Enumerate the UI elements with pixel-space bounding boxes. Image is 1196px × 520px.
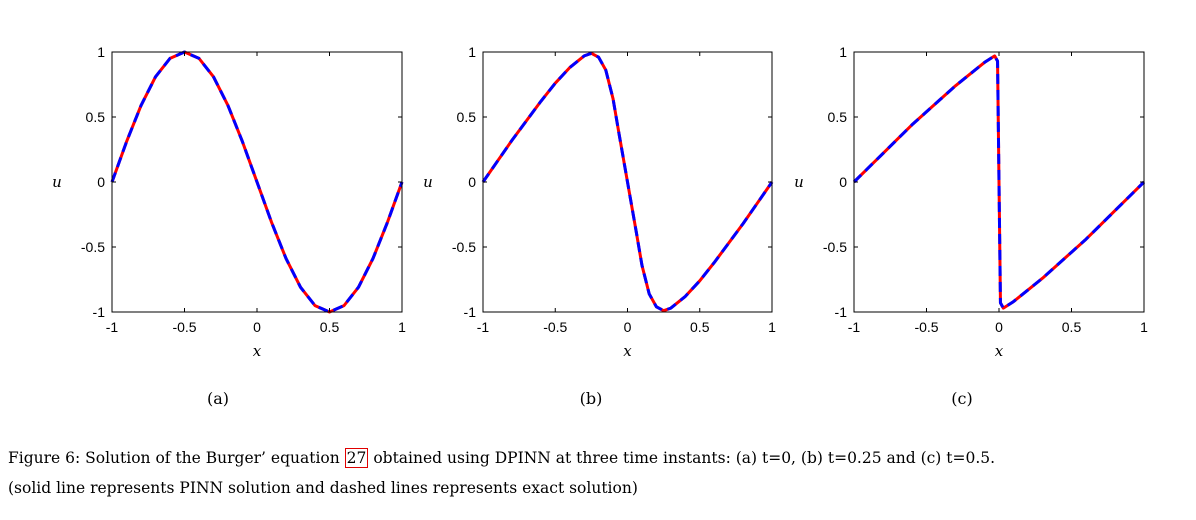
x-tick-label: 0.5 [320, 319, 340, 335]
chart-panel-2: -1 -0.5 0 0.5 1 1 0.5 0 -0.5 -1 x u (b) [423, 44, 776, 408]
y-tick-label: 0.5 [828, 109, 848, 125]
subfigure-label: (c) [951, 389, 972, 408]
y-tick-label: -1 [93, 304, 106, 320]
x-tick-label: 0 [624, 319, 632, 335]
x-tick-label: 0.5 [690, 319, 710, 335]
subfigure-label: (a) [207, 389, 229, 408]
y-axis-label: u [794, 173, 804, 191]
y-tick-label: 0 [839, 174, 847, 190]
subfigure-label: (b) [580, 389, 603, 408]
x-tick-label: 1 [398, 319, 406, 335]
y-tick-label: -0.5 [823, 239, 847, 255]
x-axis-label: x [623, 342, 632, 360]
x-tick-label: 0.5 [1062, 319, 1082, 335]
y-tick-label: 0.5 [86, 109, 106, 125]
exact-solution-line-3 [852, 54, 1146, 310]
x-tick-label: -0.5 [914, 319, 938, 335]
x-tick-label: 0 [253, 319, 261, 335]
y-tick-label: 1 [839, 44, 847, 60]
x-tick-label: -1 [477, 319, 490, 335]
y-tick-label: 0 [468, 174, 476, 190]
y-axis-label: u [52, 173, 62, 191]
y-tick-label: 0 [97, 174, 105, 190]
caption-line-2: (solid line represents PINN solution and… [8, 479, 638, 497]
caption-prefix: Figure 6: Solution of the Burger’ equati… [8, 449, 345, 467]
x-axis-label: x [253, 342, 262, 360]
equation-reference-link[interactable]: 27 [344, 448, 369, 468]
y-tick-label: -1 [464, 304, 477, 320]
figure-caption: Figure 6: Solution of the Burger’ equati… [8, 443, 1193, 503]
exact-solution-line-1 [110, 50, 404, 314]
caption-line-1: Figure 6: Solution of the Burger’ equati… [8, 443, 1193, 473]
x-tick-label: 1 [1140, 319, 1148, 335]
x-tick-label: 1 [768, 319, 776, 335]
x-tick-label: -1 [106, 319, 119, 335]
x-tick-label: 0 [995, 319, 1003, 335]
x-tick-label: -1 [848, 319, 861, 335]
y-tick-label: -1 [835, 304, 848, 320]
x-tick-label: -0.5 [543, 319, 567, 335]
x-tick-label: -0.5 [172, 319, 196, 335]
exact-solution-line-2 [481, 51, 774, 313]
y-tick-label: 1 [468, 44, 476, 60]
y-tick-label: 1 [97, 44, 105, 60]
chart-panel-3: -1 -0.5 0 0.5 1 1 0.5 0 -0.5 -1 x u (c) [794, 44, 1148, 408]
y-tick-label: -0.5 [452, 239, 476, 255]
x-axis-label: x [995, 342, 1004, 360]
y-tick-label: 0.5 [457, 109, 477, 125]
figure-panels: -1 -0.5 0 0.5 1 1 0.5 0 -0.5 -1 x u (a) -1 -0.5 0 0.5 1 1 0… [52, 44, 1148, 408]
y-tick-label: -0.5 [81, 239, 105, 255]
chart-panel-1: -1 -0.5 0 0.5 1 1 0.5 0 -0.5 -1 x u (a) [52, 44, 406, 408]
y-axis-label: u [423, 173, 433, 191]
caption-rest: obtained using DPINN at three time insta… [368, 449, 996, 467]
